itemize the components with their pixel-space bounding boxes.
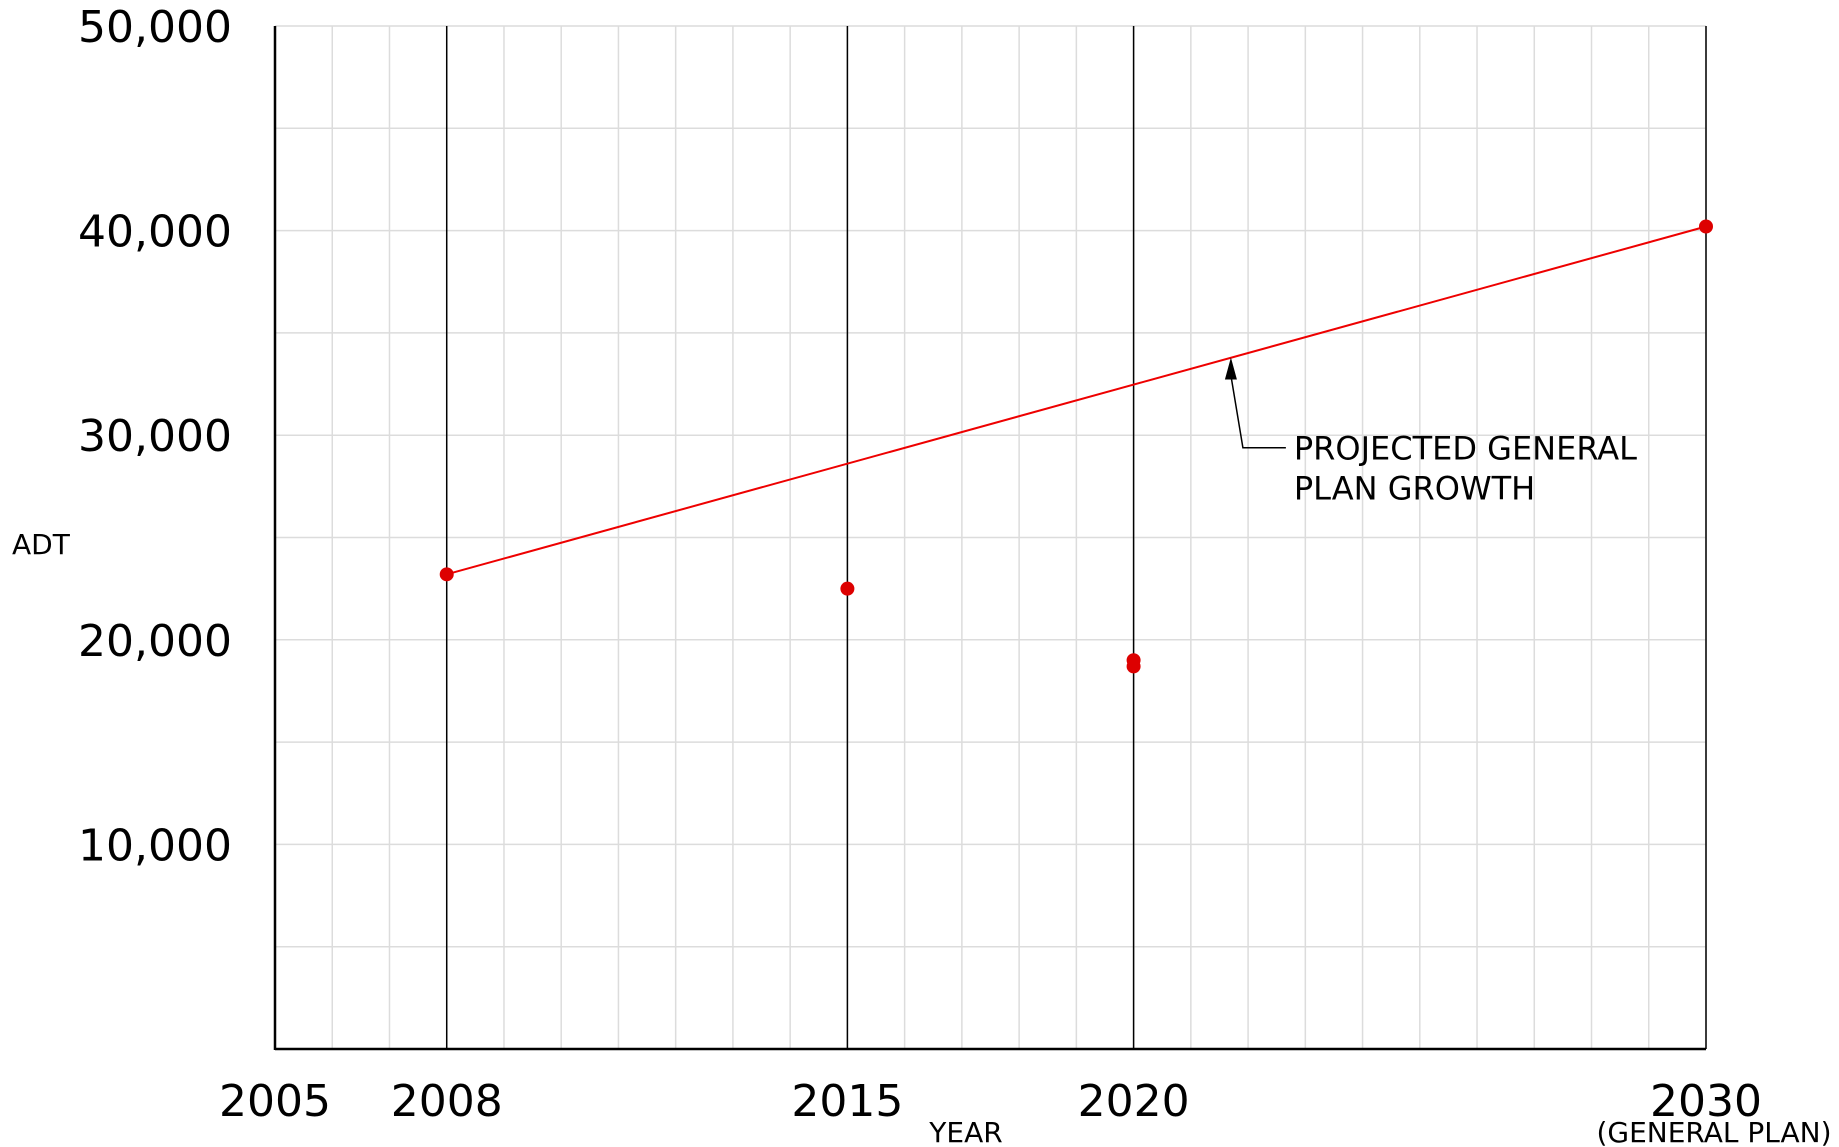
x-tick-label: 2015 bbox=[791, 1076, 903, 1127]
data-point bbox=[840, 581, 855, 596]
y-tick-label: 50,000 bbox=[78, 2, 232, 53]
annotation-text: PLAN GROWTH bbox=[1294, 470, 1535, 508]
data-point bbox=[1126, 659, 1141, 674]
annotation-leader bbox=[1230, 375, 1286, 449]
annotation-arrowhead bbox=[1224, 357, 1237, 380]
x-tick-labels: 2005 2008 2015 2020 2030 bbox=[219, 1076, 1762, 1127]
year-reference-lines bbox=[445, 26, 1707, 1049]
data-point bbox=[1699, 219, 1713, 234]
x-tick-note: (GENERAL PLAN) bbox=[1596, 1116, 1831, 1147]
x-tick-label: 2005 bbox=[219, 1076, 331, 1127]
y-tick-label: 30,000 bbox=[78, 411, 232, 462]
data-point bbox=[439, 567, 454, 582]
x-axis-label: YEAR bbox=[928, 1116, 1002, 1147]
grid bbox=[275, 25, 1707, 1049]
axes bbox=[273, 26, 1706, 1051]
y-axis-label: ADT bbox=[12, 528, 71, 561]
y-tick-label: 40,000 bbox=[78, 207, 232, 258]
projected-growth-line bbox=[446, 225, 1707, 576]
x-tick-label: 2020 bbox=[1078, 1076, 1190, 1127]
annotation-text: PROJECTED GENERAL bbox=[1294, 430, 1637, 468]
x-tick-label: 2008 bbox=[391, 1076, 503, 1127]
y-tick-label: 20,000 bbox=[78, 616, 232, 667]
y-tick-labels: 10,000 20,000 30,000 40,000 50,000 bbox=[78, 2, 232, 871]
y-tick-label: 10,000 bbox=[78, 820, 232, 871]
x-tick-label: 2030 bbox=[1650, 1076, 1762, 1127]
series bbox=[439, 219, 1713, 674]
